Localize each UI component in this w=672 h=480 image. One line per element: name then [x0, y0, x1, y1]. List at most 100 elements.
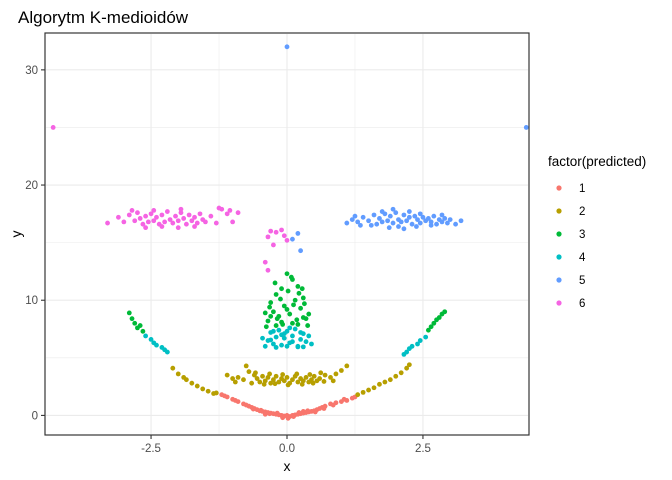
data-point	[145, 219, 151, 225]
data-point	[279, 286, 284, 292]
data-point	[271, 377, 276, 383]
data-point	[299, 381, 305, 387]
data-point	[268, 300, 274, 305]
data-point	[280, 372, 286, 377]
data-point	[453, 221, 458, 227]
data-point	[194, 220, 200, 226]
data-point	[366, 218, 371, 224]
data-point	[288, 274, 294, 280]
data-point	[154, 214, 159, 220]
data-point	[281, 303, 287, 309]
data-point	[396, 224, 401, 229]
data-point	[428, 222, 434, 228]
data-point	[406, 214, 412, 220]
data-point	[300, 315, 306, 320]
data-point	[425, 216, 431, 221]
data-point	[298, 330, 303, 335]
data-point	[281, 378, 287, 384]
data-point	[235, 210, 241, 216]
data-point	[271, 242, 276, 248]
chart-title: Algorytm K-medioidów	[18, 8, 189, 27]
data-point	[164, 209, 170, 214]
data-point	[249, 380, 255, 386]
data-point	[374, 221, 380, 227]
data-point	[428, 324, 434, 330]
data-point	[295, 344, 301, 350]
data-point	[265, 267, 271, 273]
data-point	[330, 402, 336, 408]
data-point	[338, 368, 344, 373]
data-point	[439, 219, 445, 225]
data-point	[321, 406, 327, 411]
data-point	[135, 210, 140, 216]
data-point	[273, 345, 279, 350]
data-point	[434, 221, 439, 227]
data-point	[192, 224, 197, 229]
data-point	[296, 410, 302, 415]
data-point	[377, 216, 382, 221]
y-tick-label: 0	[32, 410, 38, 422]
data-point	[216, 205, 222, 211]
data-point	[294, 317, 300, 323]
data-point	[265, 234, 271, 240]
data-point	[385, 218, 391, 224]
data-point	[401, 212, 407, 218]
data-point	[137, 216, 143, 221]
data-point	[279, 227, 284, 233]
data-point	[404, 365, 410, 371]
data-point	[224, 211, 230, 217]
data-point	[445, 220, 450, 226]
data-point	[328, 375, 333, 380]
legend-item-1: 1	[556, 183, 585, 195]
data-point	[140, 328, 146, 334]
data-point	[311, 373, 317, 379]
data-point	[129, 316, 135, 322]
data-point	[170, 220, 176, 226]
data-point	[292, 297, 298, 303]
data-point	[159, 224, 165, 229]
data-point	[273, 334, 279, 340]
data-point	[276, 379, 282, 385]
data-point	[265, 318, 271, 324]
legend-key	[556, 254, 562, 260]
data-point	[274, 410, 280, 416]
data-point	[154, 342, 159, 348]
legend-label: 2	[579, 206, 585, 218]
data-point	[285, 415, 291, 421]
data-point	[417, 211, 423, 217]
data-point	[414, 224, 419, 229]
data-point	[386, 225, 392, 231]
data-point	[267, 371, 272, 377]
data-point	[148, 337, 154, 342]
data-point	[390, 206, 396, 212]
data-point	[167, 217, 173, 223]
data-point	[341, 396, 347, 402]
data-point	[200, 386, 206, 392]
data-point	[151, 207, 157, 213]
data-point	[268, 313, 274, 319]
data-point	[280, 415, 286, 421]
legend-label: 1	[579, 183, 585, 195]
data-point	[298, 337, 303, 342]
data-point	[412, 213, 418, 219]
data-point	[268, 228, 274, 234]
data-point	[273, 229, 279, 235]
data-point	[243, 402, 249, 408]
data-point	[425, 327, 431, 333]
data-point	[274, 316, 280, 322]
data-point	[305, 408, 311, 414]
data-point	[224, 372, 230, 378]
data-point	[439, 212, 445, 218]
data-point	[281, 331, 287, 337]
legend-key	[556, 185, 562, 191]
data-point	[298, 248, 303, 254]
data-point	[186, 212, 192, 218]
data-point	[300, 408, 306, 414]
data-point	[258, 407, 264, 413]
data-point	[162, 219, 168, 225]
data-point	[390, 220, 396, 226]
data-point	[260, 335, 265, 341]
data-point	[284, 375, 290, 380]
data-point	[431, 320, 437, 326]
data-point	[285, 382, 291, 388]
